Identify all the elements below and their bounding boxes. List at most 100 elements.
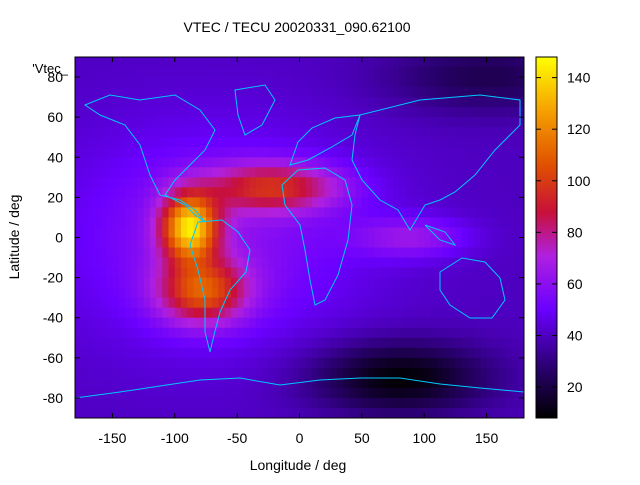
heatmap-cell [249,147,257,158]
heatmap-cell [293,287,301,299]
heatmap-cell [255,307,263,319]
heatmap-cell [486,327,494,339]
heatmap-cell [349,327,357,339]
heatmap-cell [436,307,444,319]
heatmap-cell [81,97,89,108]
heatmap-cell [361,137,369,148]
heatmap-cell [137,257,145,269]
heatmap-cell [411,107,419,118]
heatmap-cell [505,397,513,409]
heatmap-cell [517,137,524,148]
heatmap-cell [156,247,163,259]
heatmap-cell [168,367,176,379]
heatmap-cell [399,197,407,209]
heatmap-cell [492,367,500,379]
heatmap-cell [486,207,494,219]
heatmap-cell [75,247,82,259]
heatmap-cell [93,257,101,269]
heatmap-cell [118,97,126,108]
heatmap-cell [355,117,363,128]
heatmap-cell [181,187,188,198]
heatmap-cell [218,257,226,269]
heatmap-cell [474,77,481,88]
heatmap-cell [386,397,394,409]
heatmap-cell [343,197,350,209]
heatmap-cell [87,367,95,379]
heatmap-cell [386,307,394,319]
heatmap-cell [368,67,375,78]
heatmap-cell [224,347,232,359]
heatmap-cell [499,67,506,78]
heatmap-cell [230,107,238,118]
heatmap-cell [268,247,276,259]
heatmap-cell [368,237,375,249]
heatmap-cell [99,257,107,269]
heatmap-cell [112,317,120,329]
heatmap-cell [149,397,157,409]
heatmap-cell [255,107,263,118]
heatmap-cell [361,167,369,178]
heatmap-cell [430,237,438,249]
heatmap-cell [343,207,350,219]
heatmap-cell [343,157,350,168]
heatmap-cell [368,57,375,68]
heatmap-cell [480,277,488,289]
heatmap-cell [243,227,251,239]
heatmap-cell [318,357,326,369]
heatmap-cell [343,167,350,178]
heatmap-cell [361,147,369,158]
heatmap-cell [424,287,432,299]
heatmap-cell [162,177,170,188]
heatmap-cell [205,57,213,68]
heatmap-cell [517,357,524,369]
heatmap-cell [243,327,251,339]
heatmap-cell [243,297,251,309]
heatmap-cell [449,147,457,158]
heatmap-cell [318,167,326,178]
heatmap-cell [274,187,282,198]
heatmap-cell [368,387,375,399]
heatmap-cell [442,167,450,178]
heatmap-cell [386,167,394,178]
heatmap-cell [224,257,232,269]
heatmap-cell [193,107,201,118]
heatmap-cell [106,327,114,339]
heatmap-cell [255,237,263,249]
heatmap-cell [417,157,425,168]
heatmap-cell [112,67,120,78]
heatmap-cell [299,257,307,269]
heatmap-cell [99,207,107,219]
heatmap-cell [81,337,89,349]
heatmap-cell [499,187,506,198]
heatmap-cell [93,67,101,78]
heatmap-cell [374,267,382,279]
heatmap-cell [87,67,95,78]
heatmap-cell [187,177,195,188]
heatmap-cell [218,277,226,289]
heatmap-cell [393,197,400,209]
heatmap-cell [93,57,101,68]
heatmap-cell [81,247,89,259]
heatmap-cell [399,277,407,289]
coastline-overlay [75,84,524,399]
heatmap-cell [224,107,232,118]
heatmap-cell [212,207,220,219]
heatmap-cell [399,317,407,329]
heatmap-cell [87,127,95,138]
heatmap-cell [268,307,276,319]
heatmap-cell [181,307,188,319]
heatmap-cell [492,157,500,168]
heatmap-cell [181,327,188,339]
heatmap-cell [361,277,369,289]
heatmap-cell [330,247,338,259]
heatmap-cell [330,367,338,379]
heatmap-cell [442,287,450,299]
heatmap-cell [75,177,82,188]
heatmap-cell [75,357,82,369]
heatmap-cell [299,97,307,108]
heatmap-cell [474,357,481,369]
heatmap-cell [106,77,114,88]
heatmap-cell [417,187,425,198]
heatmap-cell [268,107,276,118]
heatmap-cell [305,277,313,289]
